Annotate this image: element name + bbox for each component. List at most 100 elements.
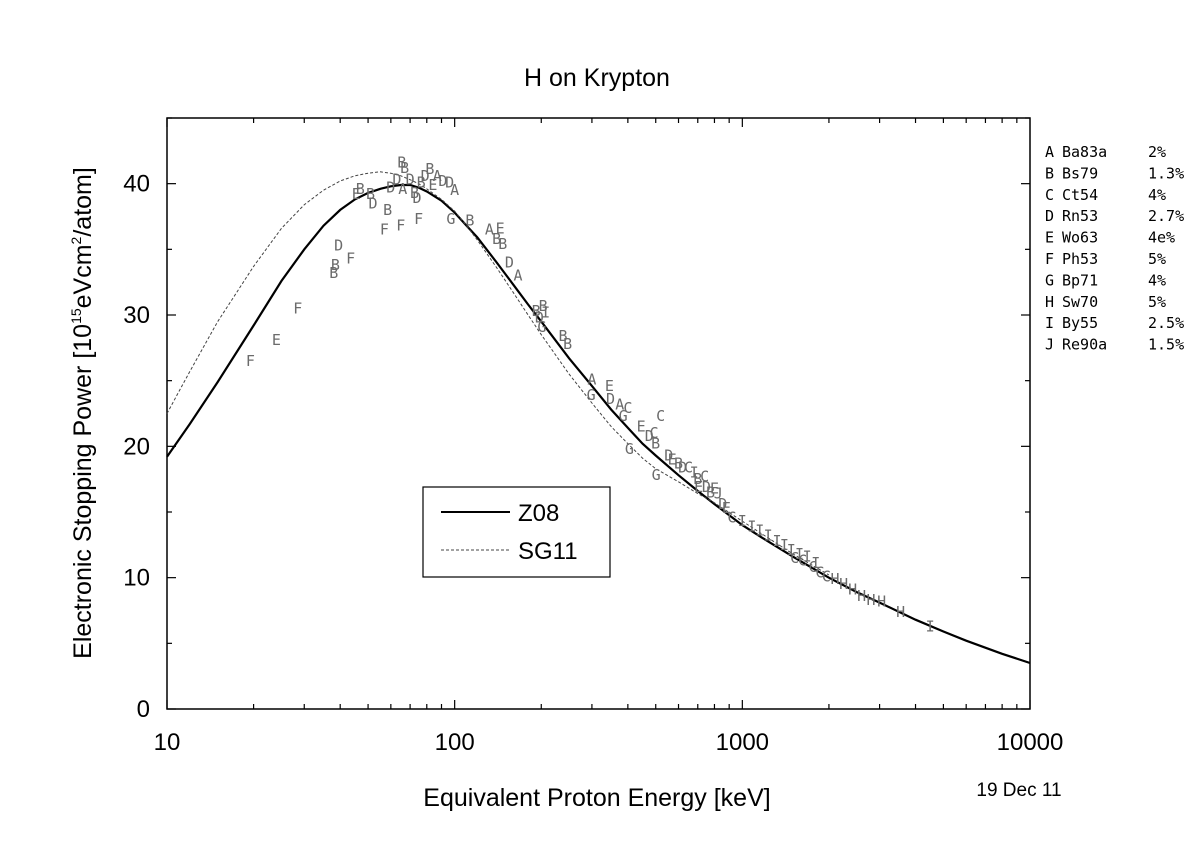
marker-e: E	[722, 499, 731, 517]
marker-b: B	[400, 159, 409, 177]
marker-c: C	[656, 407, 665, 425]
y-label-part-3: /atom]	[69, 167, 97, 236]
reference-code: B	[1045, 164, 1054, 182]
y-tick-labels: 0 10 20 30 40	[123, 171, 150, 723]
reference-code: F	[1045, 250, 1054, 268]
marker-a: A	[450, 181, 459, 199]
marker-b: B	[465, 211, 474, 229]
marker-a: A	[513, 267, 522, 285]
marker-g: G	[537, 318, 546, 336]
marker-d: D	[412, 189, 421, 207]
marker-i: I	[780, 536, 789, 554]
marker-i: I	[787, 541, 796, 559]
reference-uncertainty: 2.5%	[1148, 314, 1184, 332]
marker-e: E	[710, 479, 719, 497]
marker-b: B	[410, 184, 419, 202]
marker-c: C	[700, 468, 709, 486]
marker-d: D	[445, 173, 454, 191]
marker-b: B	[366, 185, 375, 203]
marker-a: A	[433, 167, 442, 185]
marker-f: F	[346, 250, 355, 268]
legend-label-z08: Z08	[518, 500, 559, 527]
marker-i: I	[747, 517, 756, 535]
y-label-exponent: 15	[68, 308, 84, 324]
marker-a: A	[615, 395, 624, 413]
marker-g: G	[625, 440, 634, 458]
marker-d: D	[368, 194, 377, 212]
marker-j: J	[714, 485, 723, 503]
marker-e: E	[272, 331, 281, 349]
x-tick-labels: 10 100 1000 10000	[154, 729, 1064, 756]
marker-b: B	[397, 154, 406, 172]
reference-code: G	[1045, 271, 1054, 289]
marker-b: B	[563, 335, 572, 353]
marker-g: G	[619, 407, 628, 425]
marker-i: I	[803, 548, 812, 566]
y-tick-label: 0	[137, 696, 150, 723]
curve-z08	[166, 183, 1031, 665]
marker-i: I	[541, 303, 550, 321]
reference-name: Rn53	[1062, 207, 1098, 225]
marker-e: E	[668, 451, 677, 469]
marker-i: I	[764, 527, 773, 545]
marker-c: C	[790, 549, 799, 567]
reference-name: Bs79	[1062, 164, 1098, 182]
marker-b: B	[558, 327, 567, 345]
marker-i: I	[738, 512, 747, 530]
reference-name: By55	[1062, 314, 1098, 332]
reference-name: Ph53	[1062, 250, 1098, 268]
marker-d: D	[702, 478, 711, 496]
reference-code: I	[1045, 314, 1054, 332]
marker-g: G	[587, 386, 596, 404]
y-tick-label: 30	[123, 302, 150, 329]
legend-label-sg11: SG11	[518, 538, 578, 565]
marker-b: B	[706, 483, 715, 501]
reference-name: Ba83a	[1062, 143, 1107, 161]
x-tick-label: 100	[435, 729, 475, 756]
y-axis-label: Electronic Stopping Power [1015eVcm2/ato…	[68, 167, 97, 659]
marker-h: H	[848, 581, 857, 599]
marker-h: H	[830, 570, 839, 588]
reference-code: D	[1045, 207, 1054, 225]
marker-g: G	[652, 466, 661, 484]
y-label-part-2: eVcm	[69, 244, 97, 308]
marker-d: D	[606, 390, 615, 408]
marker-d: D	[334, 236, 343, 254]
chart-title: H on Krypton	[524, 64, 670, 92]
reference-uncertainty: 5%	[1148, 293, 1166, 311]
marker-b: B	[539, 297, 548, 315]
marker-b: B	[674, 454, 683, 472]
marker-c: C	[649, 424, 658, 442]
reference-uncertainty: 2.7%	[1148, 207, 1184, 225]
marker-c: C	[623, 399, 632, 417]
reference-name: Bp71	[1062, 271, 1098, 289]
marker-e: E	[428, 176, 437, 194]
marker-f: F	[293, 299, 302, 317]
marker-e: E	[637, 418, 646, 436]
marker-b: B	[331, 256, 340, 274]
marker-b: B	[356, 180, 365, 198]
reference-code: A	[1045, 143, 1054, 161]
y-tick-label: 40	[123, 171, 150, 198]
marker-c: C	[727, 508, 736, 526]
axis-ticks	[166, 117, 1031, 710]
reference-list: A Ba83a 2% B Bs79 1.3% C Ct54 4% D Rn53 2.7% E Wo63 4e…	[1045, 143, 1184, 354]
reference-name: Wo63	[1062, 229, 1098, 247]
marker-h: H	[839, 575, 848, 593]
marker-h: H	[866, 591, 875, 609]
marker-d: D	[392, 171, 401, 189]
curve-sg11	[166, 171, 830, 576]
y-label-square: 2	[68, 236, 84, 244]
marker-f: F	[396, 217, 405, 235]
reference-name: Sw70	[1062, 293, 1098, 311]
reference-code: C	[1045, 186, 1054, 204]
reference-name: Re90a	[1062, 336, 1107, 354]
marker-a: A	[398, 180, 407, 198]
marker-d: D	[406, 171, 415, 189]
date-stamp: 19 Dec 11	[976, 780, 1061, 801]
marker-c: C	[815, 563, 824, 581]
x-axis-label: Equivalent Proton Energy [keV]	[423, 784, 770, 812]
marker-i: I	[690, 464, 699, 482]
marker-b: B	[498, 235, 507, 253]
